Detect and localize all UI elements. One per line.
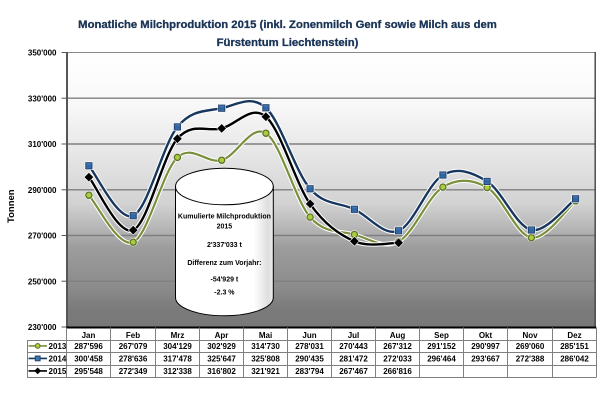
svg-text:Kumulierte Milchproduktion: Kumulierte Milchproduktion [178,214,271,221]
svg-text:Jul: Jul [348,331,360,340]
svg-text:2015: 2015 [217,224,233,231]
svg-text:325'647: 325'647 [207,354,236,363]
svg-text:283'794: 283'794 [295,367,324,376]
svg-text:Mai: Mai [259,331,272,340]
svg-text:286'042: 286'042 [560,354,589,363]
svg-text:Okt: Okt [479,331,493,340]
svg-text:296'464: 296'464 [427,354,456,363]
svg-text:Jun: Jun [302,331,316,340]
svg-text:Dez: Dez [567,331,581,340]
svg-text:293'667: 293'667 [471,354,500,363]
svg-text:Jan: Jan [82,331,96,340]
svg-text:304'129: 304'129 [163,342,192,351]
svg-text:325'808: 325'808 [251,354,280,363]
svg-text:310'000: 310'000 [28,140,57,149]
svg-text:321'921: 321'921 [251,367,280,376]
svg-text:2'337'033 t: 2'337'033 t [207,242,243,249]
svg-text:317'478: 317'478 [163,354,192,363]
svg-text:2015: 2015 [49,367,67,376]
svg-text:267'312: 267'312 [383,342,412,351]
svg-text:312'338: 312'338 [163,367,192,376]
svg-text:295'548: 295'548 [74,367,103,376]
svg-text:281'472: 281'472 [339,354,368,363]
svg-text:-2.3 %: -2.3 % [214,290,235,297]
svg-text:2014: 2014 [49,354,67,363]
svg-text:266'816: 266'816 [383,367,412,376]
svg-text:267'467: 267'467 [339,367,368,376]
svg-text:287'596: 287'596 [74,342,103,351]
svg-text:272'033: 272'033 [383,354,412,363]
svg-text:269'060: 269'060 [516,342,545,351]
svg-text:-54'929 t: -54'929 t [211,277,239,284]
svg-text:350'000: 350'000 [28,49,57,58]
svg-text:300'458: 300'458 [74,354,103,363]
svg-text:278'636: 278'636 [119,354,148,363]
svg-text:Differenz zum Vorjahr:: Differenz zum Vorjahr: [187,260,261,267]
svg-text:302'929: 302'929 [207,342,236,351]
svg-text:316'802: 316'802 [207,367,236,376]
svg-text:Apr: Apr [215,331,229,340]
svg-text:290'000: 290'000 [28,186,57,195]
svg-text:272'388: 272'388 [516,354,545,363]
svg-text:Mrz: Mrz [171,331,185,340]
svg-text:290'435: 290'435 [295,354,324,363]
svg-text:270'000: 270'000 [28,232,57,241]
svg-text:291'152: 291'152 [427,342,456,351]
svg-text:Nov: Nov [522,331,538,340]
svg-text:Aug: Aug [390,331,406,340]
svg-text:272'349: 272'349 [119,367,148,376]
svg-text:270'443: 270'443 [339,342,368,351]
svg-text:278'031: 278'031 [295,342,324,351]
svg-text:2013: 2013 [49,342,67,351]
svg-text:314'730: 314'730 [251,342,280,351]
svg-text:230'000: 230'000 [28,323,57,332]
svg-text:Feb: Feb [126,331,140,340]
svg-text:290'997: 290'997 [471,342,500,351]
svg-text:250'000: 250'000 [28,277,57,286]
svg-text:330'000: 330'000 [28,94,57,103]
svg-text:285'151: 285'151 [560,342,589,351]
svg-text:267'079: 267'079 [119,342,148,351]
svg-text:Sep: Sep [434,331,449,340]
